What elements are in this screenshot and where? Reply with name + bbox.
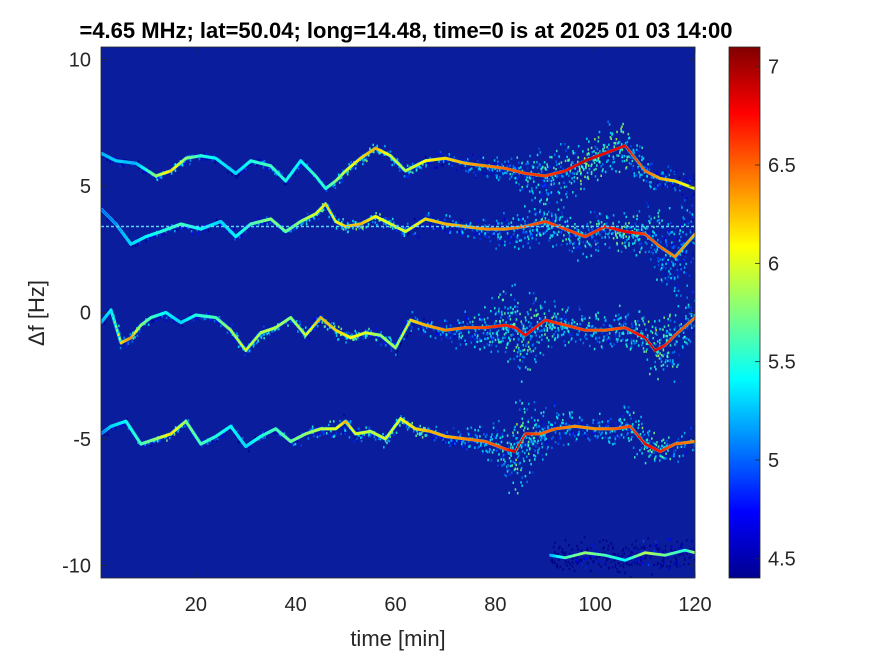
trace-4	[101, 399, 695, 495]
spectral-traces	[101, 120, 695, 578]
x-tick-label: 60	[384, 594, 406, 616]
y-tick-label: 5	[80, 176, 91, 198]
x-tick-label: 20	[185, 594, 207, 616]
trace-3	[101, 283, 695, 383]
chart-title: =4.65 MHz; lat=50.04; long=14.48, time=0…	[79, 18, 732, 43]
colorbar-tick-label: 6.5	[768, 155, 796, 177]
y-tick-label: 10	[69, 50, 91, 72]
colorbar-tick-label: 7	[768, 57, 779, 79]
y-tick-label: -5	[73, 429, 91, 451]
colorbar-ticks: 4.5 5 5.5 6 6.5 7	[755, 57, 796, 570]
y-tick-label: -10	[62, 555, 91, 577]
y-tick-label: 0	[80, 303, 91, 325]
trace-1	[101, 120, 695, 205]
plot-background	[101, 47, 695, 578]
x-tick-label: 40	[285, 594, 307, 616]
y-axis-ticks: -10 -5 0 5 10	[62, 50, 695, 577]
trace-5	[549, 536, 695, 578]
colorbar-tick-label: 6	[768, 253, 779, 275]
colorbar	[728, 46, 761, 579]
x-tick-label: 80	[484, 594, 506, 616]
colorbar-tick-label: 5	[768, 450, 779, 472]
colorbar-tick-label: 5.5	[768, 352, 796, 374]
x-tick-label: 120	[678, 594, 711, 616]
colorbar-tick-label: 4.5	[768, 548, 796, 570]
x-tick-label: 100	[578, 594, 611, 616]
x-axis-ticks: 20 40 60 80 100 120	[185, 47, 712, 616]
x-axis-label: time [min]	[350, 626, 445, 651]
y-axis-label: Δf [Hz]	[24, 280, 49, 346]
